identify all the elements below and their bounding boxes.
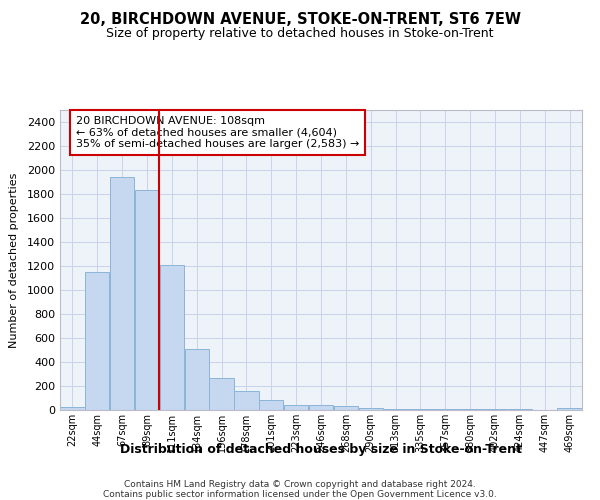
Bar xyxy=(433,409,457,410)
Bar xyxy=(334,406,358,410)
Text: Contains HM Land Registry data © Crown copyright and database right 2024.: Contains HM Land Registry data © Crown c… xyxy=(124,480,476,489)
Text: Distribution of detached houses by size in Stoke-on-Trent: Distribution of detached houses by size … xyxy=(120,442,522,456)
Bar xyxy=(309,405,333,410)
Text: Contains public sector information licensed under the Open Government Licence v3: Contains public sector information licen… xyxy=(103,490,497,499)
Bar xyxy=(85,272,109,410)
Text: 20, BIRCHDOWN AVENUE, STOKE-ON-TRENT, ST6 7EW: 20, BIRCHDOWN AVENUE, STOKE-ON-TRENT, ST… xyxy=(79,12,521,28)
Bar xyxy=(209,378,234,410)
Bar xyxy=(383,408,408,410)
Bar xyxy=(557,408,582,410)
Y-axis label: Number of detached properties: Number of detached properties xyxy=(8,172,19,348)
Bar xyxy=(408,409,433,410)
Bar xyxy=(160,265,184,410)
Bar xyxy=(60,407,85,410)
Bar xyxy=(135,190,159,410)
Text: Size of property relative to detached houses in Stoke-on-Trent: Size of property relative to detached ho… xyxy=(106,28,494,40)
Bar xyxy=(110,177,134,410)
Bar xyxy=(234,392,259,410)
Text: 20 BIRCHDOWN AVENUE: 108sqm
← 63% of detached houses are smaller (4,604)
35% of : 20 BIRCHDOWN AVENUE: 108sqm ← 63% of det… xyxy=(76,116,359,149)
Bar xyxy=(359,408,383,410)
Bar xyxy=(185,349,209,410)
Bar xyxy=(259,400,283,410)
Bar xyxy=(284,404,308,410)
